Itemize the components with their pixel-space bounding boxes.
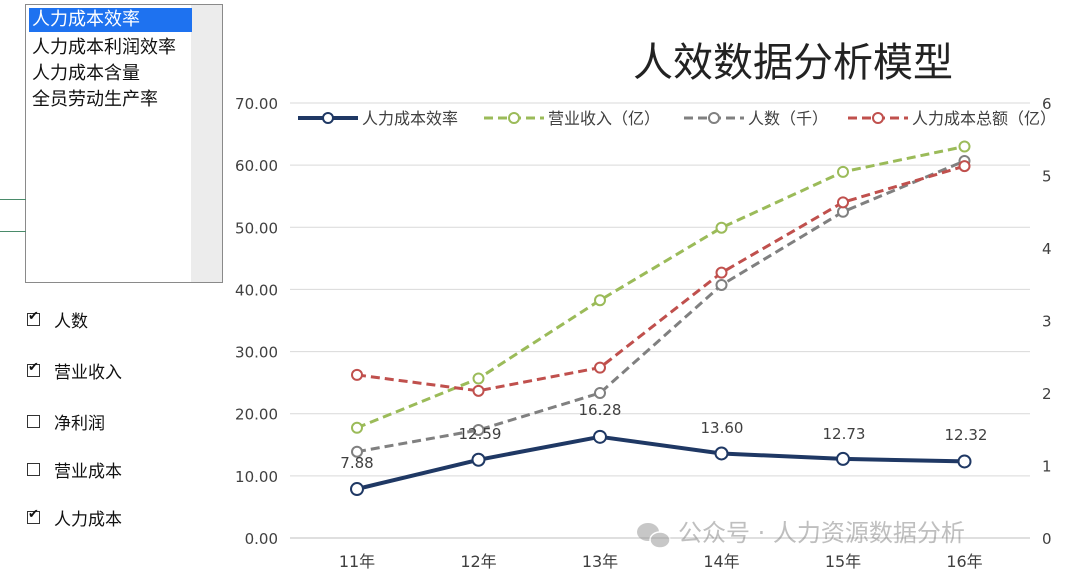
checkbox-headcount[interactable]: ✔ 人数	[27, 307, 88, 332]
data-point	[958, 140, 971, 153]
legend-label: 人数（千）	[748, 109, 828, 128]
checkbox-net-profit[interactable]: 净利润	[27, 409, 105, 434]
data-point	[957, 454, 972, 469]
x-tick-label: 13年	[582, 552, 618, 571]
data-label: 7.88	[340, 454, 373, 472]
wechat-icon	[637, 523, 671, 549]
data-point	[351, 445, 363, 458]
checkbox-box[interactable]: ✔	[27, 309, 40, 326]
data-label: 12.59	[459, 425, 502, 443]
divider-line	[0, 199, 26, 200]
checkbox-box[interactable]: ✔	[27, 360, 40, 377]
data-label: 16.28	[579, 401, 622, 419]
checkbox-label: 人数	[54, 311, 88, 332]
list-item[interactable]: 全员劳动生产率	[32, 89, 158, 110]
y-right-tick-label: 6	[1042, 95, 1052, 113]
series-line	[356, 164, 965, 393]
data-point	[837, 165, 849, 178]
y-left-tick-label: 10.00	[235, 468, 278, 486]
data-point	[593, 429, 607, 444]
listbox-scrollbar[interactable]	[191, 5, 222, 282]
y-left-tick-label: 20.00	[235, 406, 278, 424]
checkbox-label: 人力成本	[54, 509, 122, 530]
legend-label: 营业收入（亿）	[548, 109, 660, 128]
list-item[interactable]: 人力成本利润效率	[32, 37, 176, 58]
series-line	[356, 434, 965, 491]
legend-marker	[322, 112, 334, 124]
y-left-tick-label: 0.00	[245, 530, 278, 548]
data-point	[472, 372, 485, 385]
checkbox-label: 净利润	[54, 413, 105, 434]
watermark: 公众号 · 人力资源数据分析	[637, 519, 965, 549]
chart-title: 人效数据分析模型	[633, 40, 953, 86]
x-tick-label: 12年	[460, 552, 496, 571]
indicator-listbox[interactable]: 人力成本效率 人力成本利润效率 人力成本含量 全员劳动生产率	[25, 4, 223, 283]
checkbox-box[interactable]	[27, 414, 40, 428]
check-mark-icon: ✔	[28, 359, 39, 375]
check-mark-icon: ✔	[28, 506, 39, 522]
y-right-tick-label: 3	[1042, 313, 1052, 331]
legend-label: 人力成本效率	[362, 109, 458, 128]
data-point	[714, 446, 729, 461]
data-point	[594, 294, 606, 307]
checkbox-box[interactable]	[27, 462, 40, 476]
y-right-tick-label: 5	[1042, 168, 1052, 186]
data-point	[350, 482, 364, 497]
x-tick-label: 15年	[825, 552, 861, 571]
data-point	[472, 423, 485, 436]
series-line	[356, 159, 966, 454]
data-label: 13.60	[701, 419, 744, 437]
checkbox-operating-cost[interactable]: 营业成本	[27, 457, 122, 482]
checkbox-label: 营业收入	[54, 362, 122, 383]
data-point	[715, 266, 728, 279]
data-point	[351, 368, 363, 381]
data-point	[594, 387, 606, 399]
data-point	[351, 421, 363, 434]
y-left-tick-label: 70.00	[235, 95, 278, 113]
checkbox-revenue[interactable]: ✔ 营业收入	[27, 358, 122, 383]
legend-marker	[508, 112, 520, 124]
x-tick-label: 14年	[703, 552, 739, 571]
y-left-tick-label: 40.00	[235, 281, 278, 299]
list-item[interactable]: 人力成本含量	[32, 63, 140, 84]
data-point	[836, 451, 850, 466]
data-point	[715, 278, 728, 291]
x-tick-label: 16年	[946, 552, 982, 571]
data-label: 12.73	[823, 425, 866, 443]
data-point	[958, 160, 971, 173]
y-right-tick-label: 4	[1042, 240, 1052, 258]
data-point	[715, 221, 728, 234]
legend-label: 人力成本总额（亿）	[912, 109, 1056, 128]
y-left-tick-label: 60.00	[235, 157, 278, 175]
list-item[interactable]: 人力成本效率	[29, 8, 192, 32]
data-point	[472, 384, 485, 397]
data-point	[471, 452, 486, 467]
checkbox-labor-cost[interactable]: ✔ 人力成本	[27, 505, 122, 530]
divider-line	[0, 231, 26, 232]
y-right-tick-label: 2	[1042, 385, 1052, 403]
checkbox-label: 营业成本	[54, 461, 122, 482]
data-point	[837, 196, 849, 209]
y-right-tick-label: 0	[1042, 530, 1052, 548]
y-left-tick-label: 30.00	[235, 344, 278, 362]
data-label: 12.32	[945, 426, 988, 444]
legend-marker	[872, 112, 884, 124]
check-mark-icon: ✔	[28, 308, 39, 324]
y-right-tick-label: 1	[1042, 458, 1052, 476]
y-left-tick-label: 50.00	[235, 219, 278, 237]
x-tick-label: 11年	[339, 552, 375, 571]
legend-marker	[708, 112, 720, 124]
data-point	[594, 361, 606, 374]
watermark-text: 公众号 · 人力资源数据分析	[678, 519, 965, 547]
checkbox-box[interactable]: ✔	[27, 507, 40, 524]
